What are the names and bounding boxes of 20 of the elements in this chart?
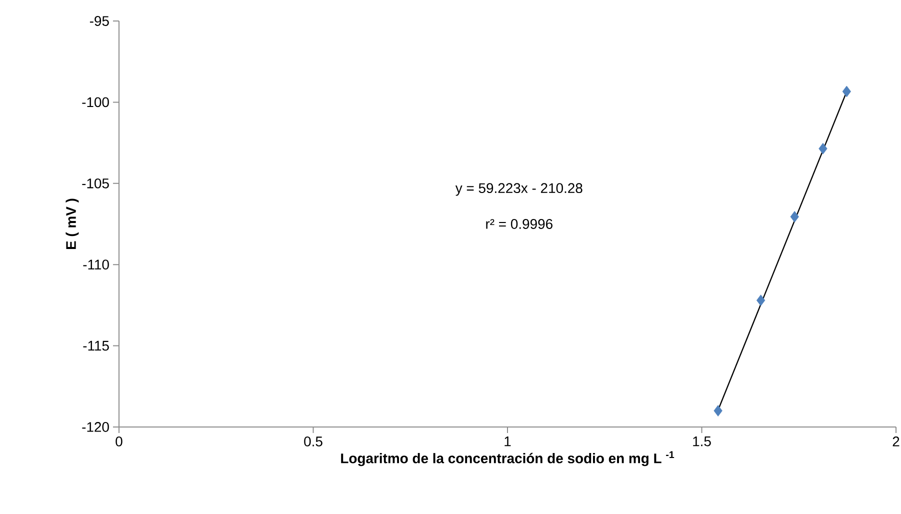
x-axis-title: Logaritmo de la concentración de sodio en mg L $^{-1}$ xyxy=(341,451,674,466)
x-tick-label: 0.5 xyxy=(304,436,322,446)
y-tick-label: -115 xyxy=(83,340,109,351)
point xyxy=(790,210,799,222)
y-tick-label: -120 xyxy=(82,422,109,432)
y-axis-title: E ( mV ) xyxy=(66,198,79,250)
point xyxy=(842,86,851,98)
annotation: y = 59.223x - 210.28 xyxy=(455,183,582,196)
x-tick-label: 0 xyxy=(116,436,122,446)
y-tick-label: -105 xyxy=(82,178,109,188)
x-tick-label: 1.5 xyxy=(693,436,711,446)
y-tick-label: -110 xyxy=(83,260,109,270)
x-tick-label: 2 xyxy=(892,436,900,446)
point xyxy=(756,294,766,306)
y-tick-label: -100 xyxy=(82,97,109,108)
y-tick-label: -95 xyxy=(90,16,109,26)
annotation: r² = 0.9996 xyxy=(486,219,552,229)
x-tick-label: 1 xyxy=(504,436,511,446)
point xyxy=(818,142,828,154)
point xyxy=(714,405,722,416)
